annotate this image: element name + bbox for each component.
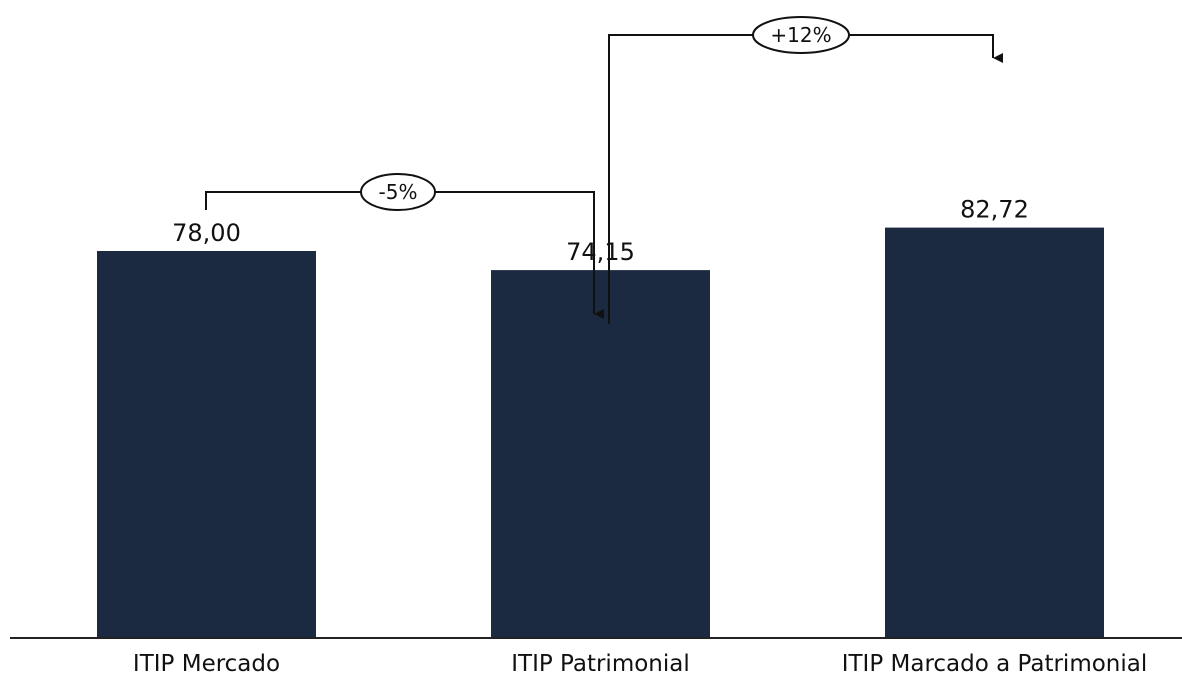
bars-layer xyxy=(97,227,1104,638)
x-tick-label: ITIP Marcado a Patrimonial xyxy=(842,651,1148,675)
annotation-pill xyxy=(360,173,436,211)
value-labels-layer: 78,00 74,15 82,72 xyxy=(172,196,1029,267)
annotation-label: +12% xyxy=(770,23,831,47)
annotation-group: -5% xyxy=(205,173,604,319)
category-labels-layer: ITIP Mercado ITIP Patrimonial ITIP Marcado… xyxy=(133,651,1147,675)
bar-itip-mercado xyxy=(97,251,316,638)
value-label: 82,72 xyxy=(960,196,1029,224)
x-tick-label: ITIP Mercado xyxy=(133,651,280,675)
annotation-label: -5% xyxy=(379,180,418,204)
value-label: 78,00 xyxy=(172,219,241,247)
annotation-layer: -5% +12% xyxy=(205,16,1003,324)
annotation-pill xyxy=(752,16,850,54)
bar-itip-marcado-a-patrimonial xyxy=(885,227,1104,638)
bar-itip-patrimonial xyxy=(491,270,710,638)
value-label: 74,15 xyxy=(566,238,635,266)
x-tick-label: ITIP Patrimonial xyxy=(511,651,690,675)
annotation-group: +12% xyxy=(608,16,1003,324)
